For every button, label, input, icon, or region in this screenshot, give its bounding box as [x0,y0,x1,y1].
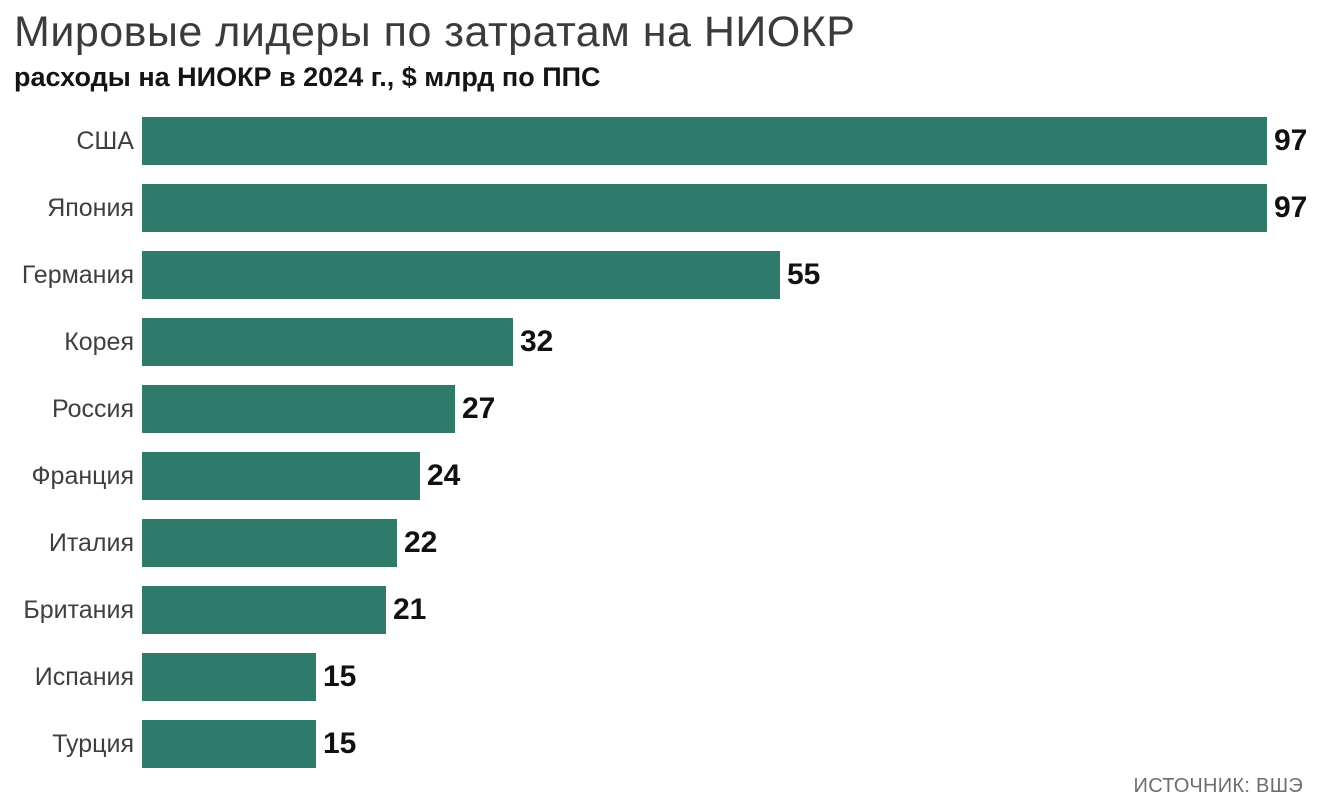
category-label: Корея [64,327,134,356]
bar-track: 15 [142,653,1305,702]
bar-row: Германия 55 [14,251,1305,300]
category-label: Германия [21,260,134,289]
bar-track: 55 [142,251,1305,300]
source-label: ИСТОЧНИК: ВШЭ [1133,775,1303,797]
value-label: 55 [787,258,821,292]
bar-row: Корея 32 [14,318,1305,367]
bar-track: 22 [142,519,1305,568]
bar [142,117,1267,166]
bar [142,385,455,434]
chart-title: Мировые лидеры по затратам на НИОКР [14,8,856,56]
category-label: Испания [34,662,134,691]
category-label: Италия [48,528,134,557]
bar-track: 27 [142,385,1305,434]
bar-track: 24 [142,452,1305,501]
bar-track: 97 [142,184,1308,233]
bar-row: США 97 [14,117,1308,166]
chart-subtitle: расходы на НИОКР в 2024 г., $ млрд по ПП… [14,62,601,93]
value-label: 15 [323,727,357,761]
value-label: 15 [323,660,357,694]
bar [142,519,397,568]
bar-rows: США 97 Япония 97 Германия 55 Корея 32 Россия 27 Фр… [14,117,1308,769]
bar-row: Италия 22 [14,519,1305,568]
bar-row: Турция 15 [14,720,1305,769]
bar-row: Япония 97 [14,184,1308,233]
category-label: Россия [52,394,134,423]
bar [142,653,316,702]
bar-track: 97 [142,117,1308,166]
bar-row: Испания 15 [14,653,1305,702]
value-label: 27 [462,392,496,426]
bar-track: 21 [142,586,1305,635]
bar-row: Франция 24 [14,452,1305,501]
value-label: 22 [404,526,438,560]
category-label: Франция [31,461,134,490]
category-label: Турция [52,729,134,758]
bar-row: Россия 27 [14,385,1305,434]
value-label: 32 [520,325,554,359]
category-label: США [76,126,134,155]
bar-track: 32 [142,318,1305,367]
bar [142,184,1267,233]
value-label: 97 [1274,124,1308,158]
bar [142,586,386,635]
bar-track: 15 [142,720,1305,769]
value-label: 21 [393,593,427,627]
value-label: 97 [1274,191,1308,225]
bar [142,452,420,501]
bar [142,720,316,769]
bar [142,251,780,300]
category-label: Британия [23,595,134,624]
bar-row: Британия 21 [14,586,1305,635]
value-label: 24 [427,459,461,493]
bar [142,318,513,367]
category-label: Япония [47,193,134,222]
